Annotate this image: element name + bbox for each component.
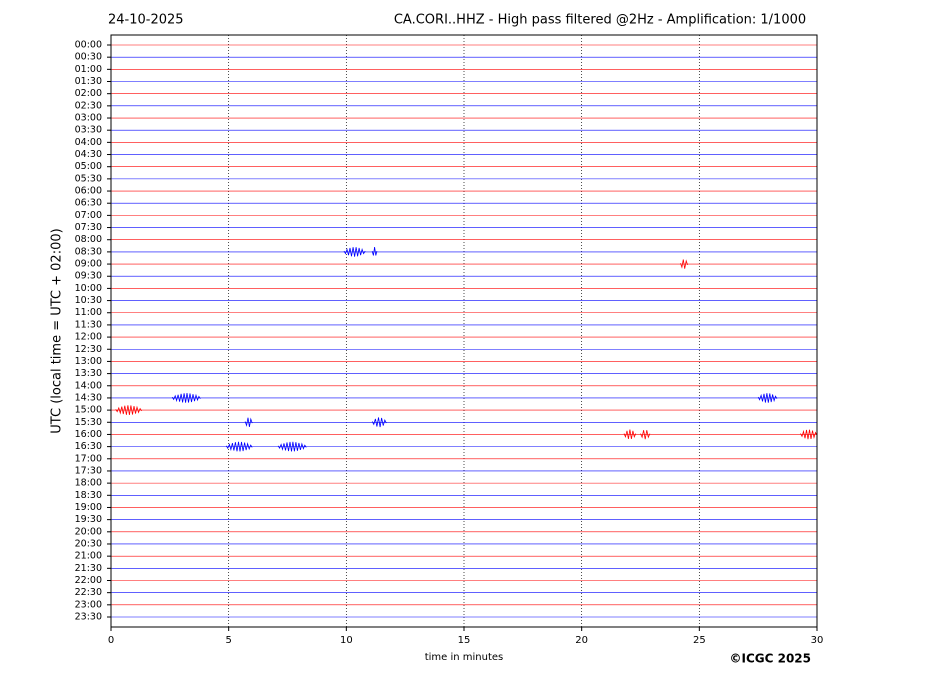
- chart-title: CA.CORI..HHZ - High pass filtered @2Hz -…: [394, 13, 806, 28]
- seismic-event: [371, 417, 387, 428]
- y-tick-label: 13:30: [75, 368, 102, 379]
- y-tick-label: 14:30: [75, 392, 102, 403]
- seismic-event: [225, 441, 253, 452]
- seismic-event: [115, 405, 142, 415]
- y-tick-label: 15:00: [75, 405, 102, 416]
- seismic-event: [680, 259, 688, 269]
- seismic-event: [371, 247, 378, 256]
- y-tick-label: 12:30: [75, 344, 102, 355]
- y-tick-label: 01:30: [75, 76, 102, 87]
- seismic-event: [640, 430, 651, 440]
- y-tick-label: 15:30: [75, 417, 102, 428]
- y-tick-label: 11:00: [75, 307, 102, 318]
- y-tick-label: 04:30: [75, 149, 102, 160]
- y-tick-label: 17:00: [75, 453, 102, 464]
- seismic-event: [757, 393, 778, 403]
- x-tick-label: 15: [458, 635, 471, 646]
- y-tick-label: 20:30: [75, 538, 102, 549]
- y-tick-label: 16:30: [75, 441, 102, 452]
- y-tick-label: 21:30: [75, 563, 102, 574]
- y-tick-label: 06:30: [75, 198, 102, 209]
- x-tick-label: 20: [575, 635, 588, 646]
- x-axis-label: time in minutes: [425, 652, 504, 663]
- y-tick-label: 19:30: [75, 514, 102, 525]
- plot-frame: [110, 34, 818, 628]
- y-tick-label: 23:00: [75, 599, 102, 610]
- y-tick-label: 18:00: [75, 478, 102, 489]
- y-tick-label: 00:00: [75, 40, 102, 51]
- y-tick-label: 14:00: [75, 380, 102, 391]
- x-tick-label: 10: [340, 635, 353, 646]
- y-tick-label: 06:00: [75, 186, 102, 197]
- y-axis-label: UTC (local time = UTC + 02:00): [50, 228, 65, 433]
- y-tick-label: 07:30: [75, 222, 102, 233]
- credit: ©ICGC 2025: [729, 652, 811, 666]
- y-tick-label: 05:00: [75, 161, 102, 172]
- y-tick-label: 04:00: [75, 137, 102, 148]
- y-tick-label: 13:00: [75, 356, 102, 367]
- y-tick-label: 10:00: [75, 283, 102, 294]
- seismic-event: [277, 441, 307, 452]
- y-tick-label: 11:30: [75, 319, 102, 330]
- y-tick-label: 08:30: [75, 246, 102, 257]
- y-tick-label: 22:00: [75, 575, 102, 586]
- y-tick-label: 19:00: [75, 502, 102, 513]
- y-tick-label: 22:30: [75, 587, 102, 598]
- y-tick-label: 16:00: [75, 429, 102, 440]
- date: 24-10-2025: [108, 13, 184, 28]
- y-tick-label: 03:00: [75, 113, 102, 124]
- y-tick-label: 23:30: [75, 612, 102, 623]
- seismic-event: [800, 429, 818, 440]
- x-tick-label: 5: [225, 635, 231, 646]
- y-tick-label: 07:00: [75, 210, 102, 221]
- y-tick-label: 00:30: [75, 52, 102, 63]
- y-tick-label: 05:30: [75, 173, 102, 184]
- y-tick-label: 01:00: [75, 64, 102, 75]
- y-tick-label: 03:30: [75, 125, 102, 136]
- y-tick-label: 20:00: [75, 526, 102, 537]
- y-tick-label: 08:00: [75, 234, 102, 245]
- y-tick-label: 21:00: [75, 551, 102, 562]
- seismic-event: [623, 429, 637, 439]
- y-tick-label: 09:00: [75, 259, 102, 270]
- y-tick-label: 02:00: [75, 88, 102, 99]
- x-tick-label: 30: [811, 635, 824, 646]
- x-tick-label: 0: [108, 635, 114, 646]
- seismic-event: [343, 247, 366, 257]
- y-tick-label: 02:30: [75, 100, 102, 111]
- y-tick-label: 10:30: [75, 295, 102, 306]
- y-tick-label: 17:30: [75, 465, 102, 476]
- seismic-event: [171, 393, 201, 403]
- y-tick-label: 18:30: [75, 490, 102, 501]
- seismic-event: [244, 417, 253, 427]
- x-tick-label: 25: [693, 635, 706, 646]
- y-tick-label: 09:30: [75, 271, 102, 282]
- y-tick-label: 12:00: [75, 332, 102, 343]
